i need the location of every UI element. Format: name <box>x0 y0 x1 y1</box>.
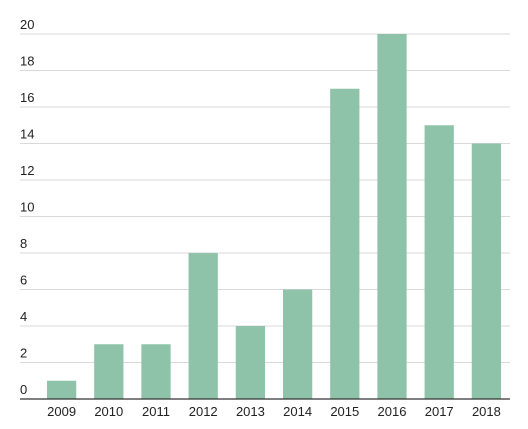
x-tick-label: 2011 <box>142 404 170 419</box>
bar-2012 <box>188 253 218 399</box>
y-tick-label: 12 <box>20 163 34 178</box>
y-tick-label: 0 <box>20 382 27 397</box>
bar-2013 <box>235 326 266 399</box>
y-tick-labels: 0 2 4 6 8 10 12 14 16 18 20 <box>20 17 34 397</box>
x-tick-labels: 2009 2010 2011 2012 2013 2014 2015 2016 2017 2018 <box>47 404 501 419</box>
bar-2017 <box>424 125 454 399</box>
y-tick-label: 8 <box>20 236 27 251</box>
x-tick-label: 2010 <box>94 404 123 419</box>
bar-2011 <box>141 344 171 399</box>
bar-layer <box>46 34 502 399</box>
x-tick-label: 2015 <box>330 404 359 419</box>
bar-2015 <box>330 88 360 399</box>
y-tick-label: 6 <box>20 273 27 288</box>
y-tick-label: 2 <box>20 346 27 361</box>
bar-2010 <box>94 344 124 399</box>
y-tick-label: 16 <box>20 90 34 105</box>
y-tick-label: 18 <box>20 54 34 69</box>
y-tick-label: 20 <box>20 17 34 32</box>
x-tick-label: 2009 <box>47 404 76 419</box>
x-tick-label: 2018 <box>472 404 501 419</box>
x-tick-label: 2014 <box>283 404 312 419</box>
bar-2016 <box>377 34 407 399</box>
x-tick-label: 2012 <box>189 404 218 419</box>
x-tick-label: 2016 <box>378 404 407 419</box>
bar-2009 <box>46 380 77 399</box>
y-tick-label: 4 <box>20 309 27 324</box>
y-tick-label: 10 <box>20 200 34 215</box>
y-tick-label: 14 <box>20 127 34 142</box>
bar-2018 <box>471 143 502 399</box>
x-tick-label: 2013 <box>236 404 265 419</box>
bar-2014 <box>282 289 313 399</box>
grid-layer <box>20 33 510 363</box>
x-tick-label: 2017 <box>425 404 454 419</box>
